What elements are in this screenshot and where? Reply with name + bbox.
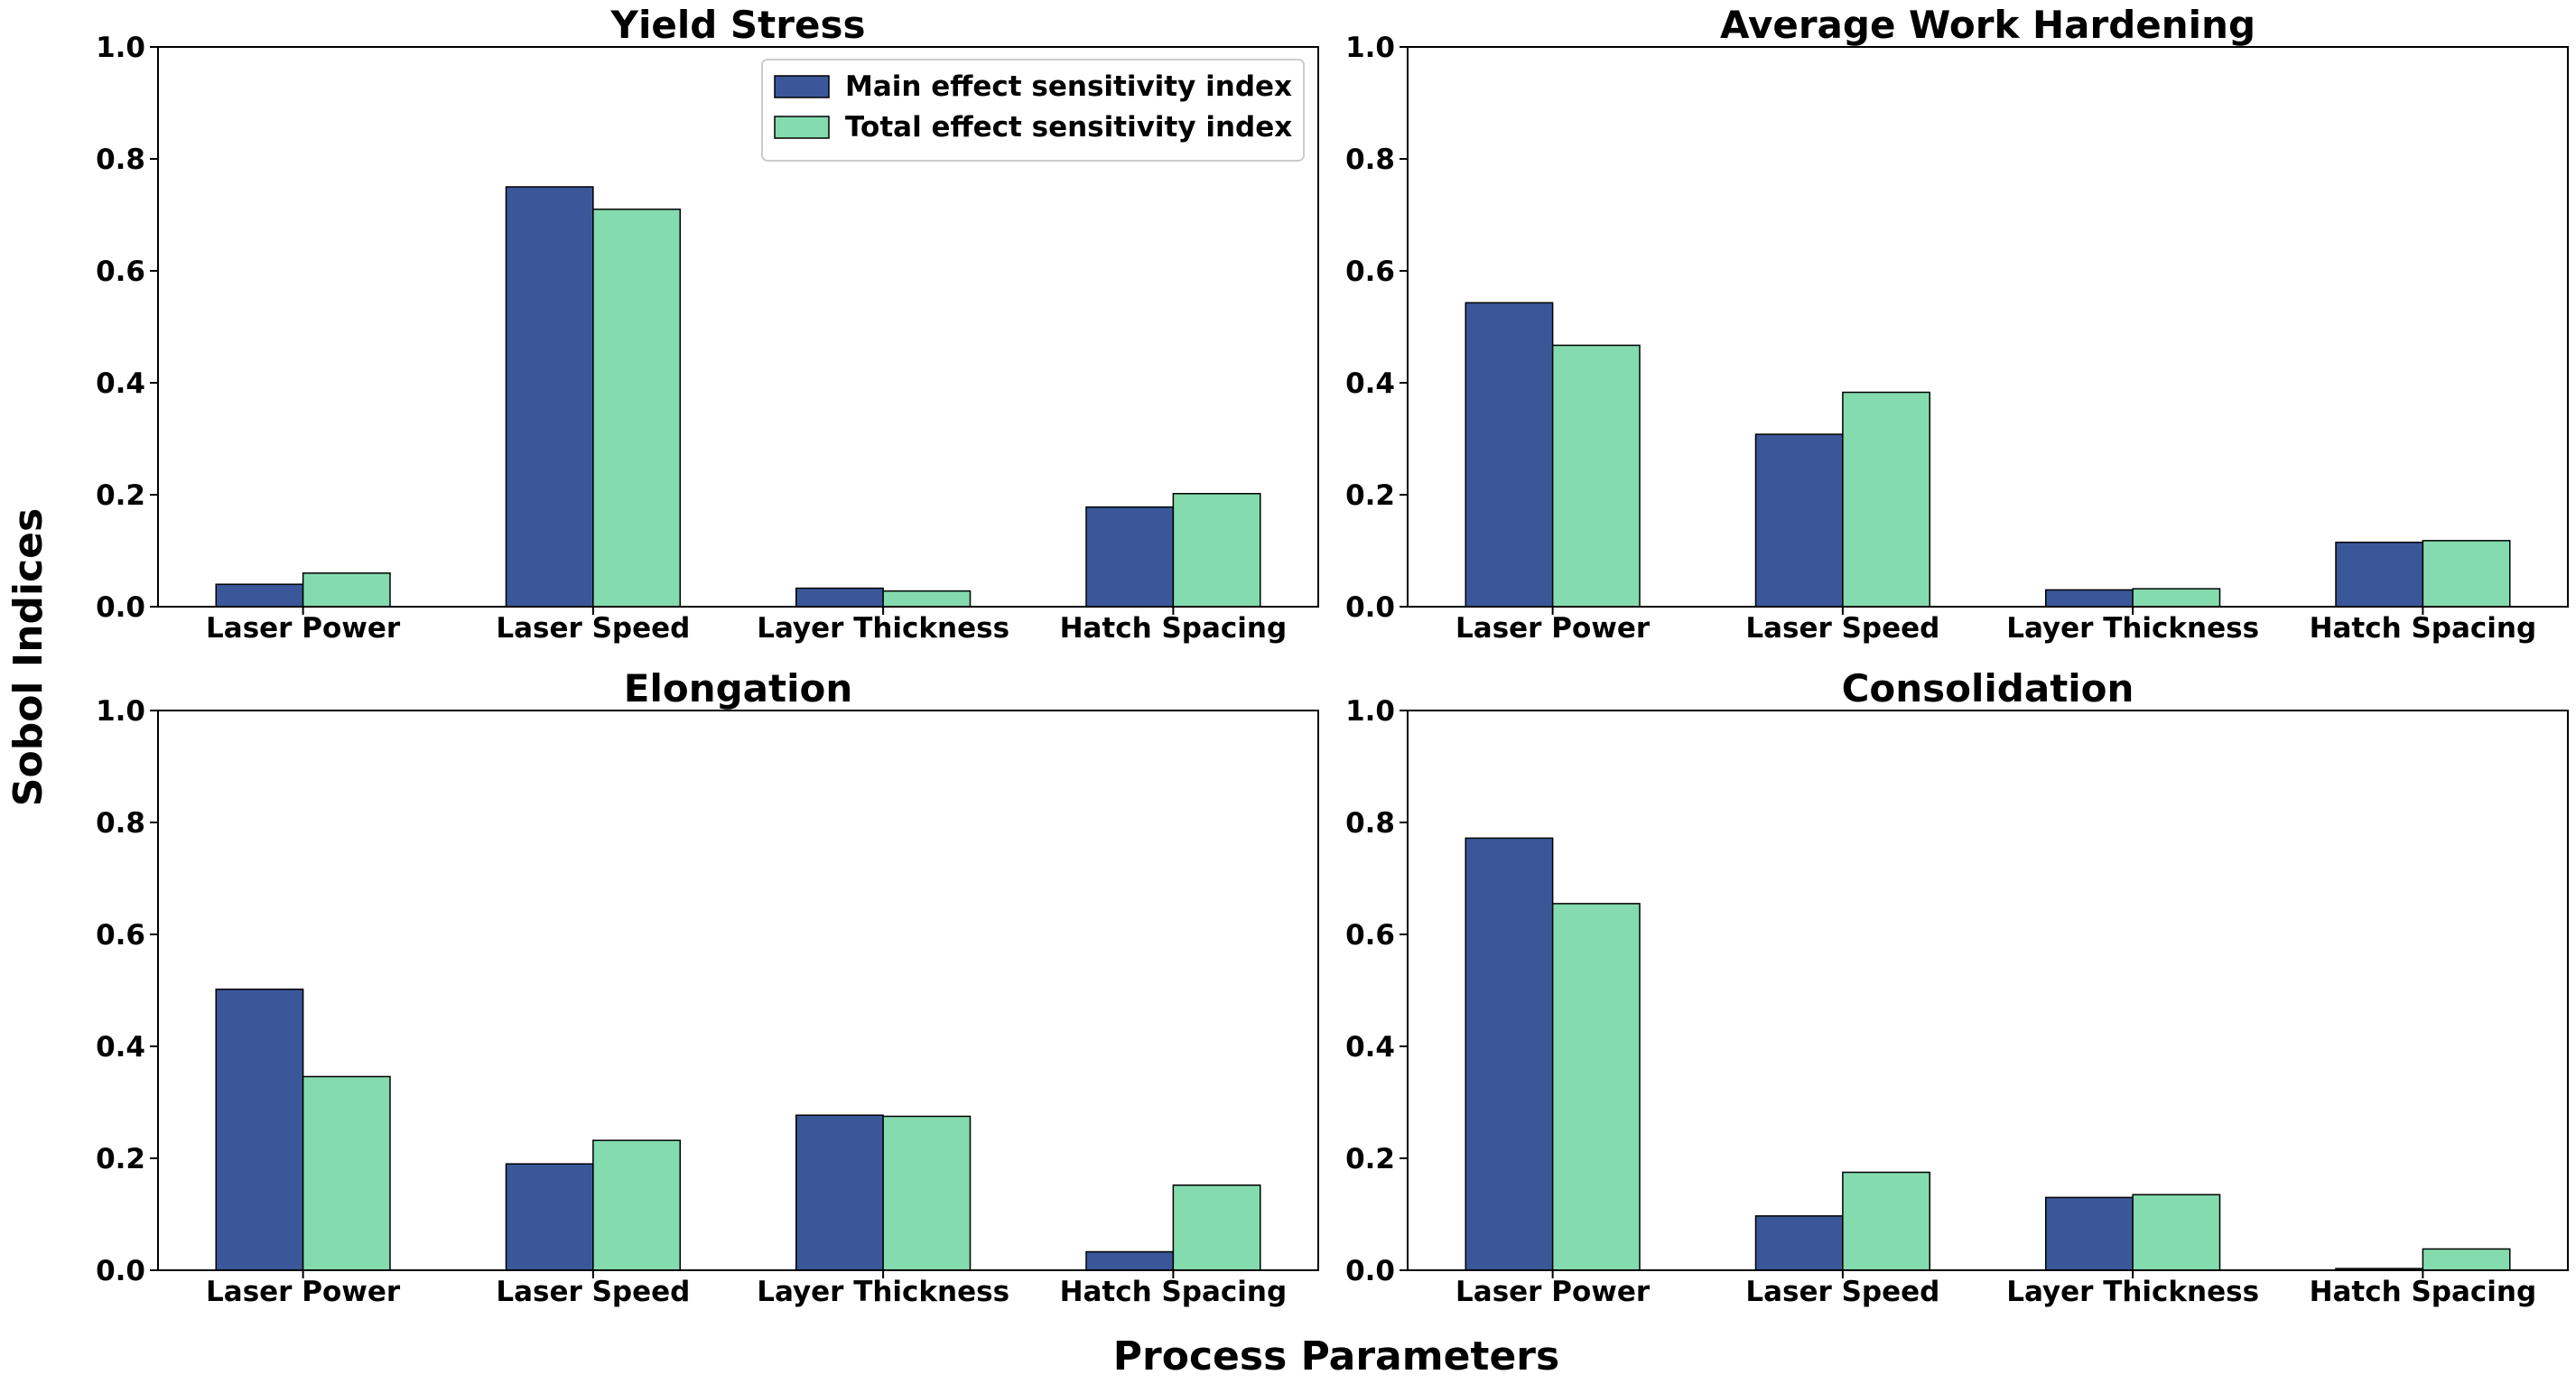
y-tick-label: 0.4 (1345, 1031, 1395, 1064)
bar-laser-speed-total (1842, 391, 1930, 608)
plot-frame (1407, 46, 2569, 608)
panel-elongation: Elongation 0.0 0.2 0.4 0.6 0.8 1.0 Laser Power L… (96, 666, 1319, 1308)
bar-laser-power-main (1465, 837, 1554, 1271)
y-tick-label: 0.0 (1345, 1255, 1395, 1287)
y-tick-label: 0.4 (96, 367, 145, 400)
y-tick-label: 0.2 (96, 479, 145, 512)
plot-frame (1407, 710, 2569, 1271)
panel-title: Average Work Hardening (1720, 3, 2255, 47)
bar-laser-power-main (215, 989, 304, 1271)
bar-laser-power-total (302, 1075, 391, 1271)
panel-title: Elongation (624, 666, 852, 711)
bar-layer-thickness-total (2132, 588, 2221, 608)
y-tick-label: 0.6 (96, 255, 145, 288)
bar-hatch-spacing-main (1085, 1250, 1175, 1271)
panel-title: Consolidation (1842, 666, 2134, 711)
x-tick-label: Laser Speed (1745, 612, 1939, 645)
bar-laser-power-main (1465, 302, 1554, 608)
bar-layer-thickness-main (795, 1114, 884, 1271)
legend-swatch-main (774, 75, 830, 98)
panel-consolidation: Consolidation 0.0 0.2 0.4 0.6 0.8 1.0 Laser Pow… (1345, 666, 2569, 1308)
bar-laser-speed-total (592, 1139, 681, 1271)
bar-laser-power-main (215, 583, 304, 608)
bar-layer-thickness-main (795, 587, 884, 608)
y-tick-label: 0.4 (96, 1031, 145, 1064)
chart-panels: Yield Stress 0.0 0.2 0.4 0.6 0.8 1.0 Laser Powe… (96, 3, 2569, 1308)
y-tick-label: 0.0 (96, 591, 145, 624)
plot-frame (157, 46, 1319, 608)
bar-hatch-spacing-main (1085, 506, 1175, 608)
bar-layer-thickness-total (882, 1115, 972, 1271)
bar-laser-power-total (1551, 344, 1641, 608)
x-tick-label: Layer Thickness (757, 612, 1009, 645)
bar-laser-speed-total (1842, 1171, 1930, 1271)
x-tick-label: Laser Speed (1745, 1276, 1939, 1308)
y-tick-label: 1.0 (96, 32, 145, 64)
plot-frame (157, 710, 1319, 1271)
panel-yield-stress: Yield Stress 0.0 0.2 0.4 0.6 0.8 1.0 Laser Powe… (96, 3, 1319, 645)
x-tick-label: Laser Speed (496, 612, 690, 645)
x-tick-label: Layer Thickness (2006, 612, 2259, 645)
bar-hatch-spacing-main (2335, 541, 2424, 608)
y-tick-label: 1.0 (1345, 32, 1395, 64)
x-tick-label: Hatch Spacing (1060, 1276, 1288, 1308)
legend-box (761, 59, 1305, 162)
bar-hatch-spacing-total (2422, 1248, 2511, 1271)
bar-laser-speed-main (1754, 1215, 1844, 1271)
legend: Main effect sensitivity index Total effec… (761, 59, 1305, 162)
x-tick-label: Layer Thickness (757, 1276, 1009, 1308)
bar-laser-speed-main (505, 186, 594, 608)
y-tick-label: 0.2 (1345, 1143, 1395, 1175)
bar-laser-speed-main (505, 1163, 594, 1271)
x-tick-label: Layer Thickness (2006, 1276, 2259, 1308)
y-tick-label: 0.8 (1345, 144, 1395, 176)
legend-label: Main effect sensitivity index (845, 70, 1292, 103)
bar-laser-speed-main (1754, 433, 1844, 608)
bar-layer-thickness-total (882, 590, 972, 608)
y-tick-label: 0.6 (1345, 255, 1395, 288)
bar-hatch-spacing-total (2422, 540, 2511, 608)
y-tick-label: 0.0 (1345, 591, 1395, 624)
x-tick-label: Laser Power (206, 1276, 401, 1308)
legend-label: Total effect sensitivity index (845, 111, 1292, 144)
bar-laser-power-total (302, 572, 391, 608)
y-tick-label: 0.6 (1345, 919, 1395, 952)
y-tick-label: 0.8 (1345, 807, 1395, 840)
y-tick-label: 0.4 (1345, 367, 1395, 400)
panel-title: Yield Stress (610, 3, 866, 47)
bar-hatch-spacing-total (1172, 1184, 1261, 1271)
y-tick-label: 0.0 (96, 1255, 145, 1287)
y-tick-label: 0.8 (96, 807, 145, 840)
y-tick-label: 1.0 (96, 695, 145, 728)
bar-laser-speed-total (592, 209, 681, 608)
bar-laser-power-total (1551, 903, 1641, 1271)
legend-swatch-total (774, 116, 830, 139)
figure-xlabel: Process Parameters (1113, 1333, 1559, 1379)
bar-hatch-spacing-total (1172, 493, 1261, 608)
figure-ylabel: Sobol Indices (5, 508, 51, 806)
y-tick-label: 0.6 (96, 919, 145, 952)
x-tick-label: Laser Power (206, 612, 401, 645)
bar-layer-thickness-total (2132, 1194, 2221, 1271)
y-tick-label: 1.0 (1345, 695, 1395, 728)
x-tick-label: Hatch Spacing (1060, 612, 1288, 645)
y-tick-label: 0.2 (96, 1143, 145, 1175)
x-tick-label: Laser Power (1455, 1276, 1651, 1308)
bar-layer-thickness-main (2045, 589, 2134, 608)
bar-layer-thickness-main (2045, 1196, 2134, 1271)
x-tick-label: Hatch Spacing (2310, 1276, 2537, 1308)
y-tick-label: 0.2 (1345, 479, 1395, 512)
x-tick-label: Hatch Spacing (2310, 612, 2537, 645)
x-tick-label: Laser Power (1455, 612, 1651, 645)
x-tick-label: Laser Speed (496, 1276, 690, 1308)
panel-average-work-hardening: Average Work Hardening 0.0 0.2 0.4 0.6 0.8 1.0… (1345, 3, 2569, 645)
y-tick-label: 0.8 (96, 144, 145, 176)
